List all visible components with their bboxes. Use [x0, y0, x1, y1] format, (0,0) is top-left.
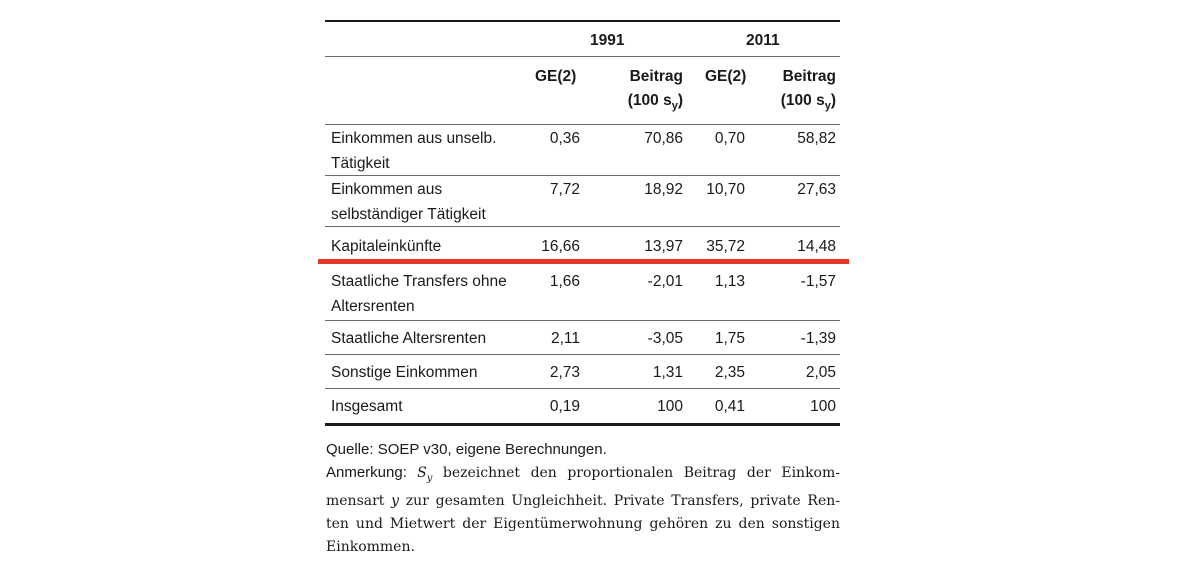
- cell-beitrag-1991: -3,05: [647, 330, 683, 347]
- cell-beitrag-2011: 100: [810, 398, 836, 415]
- year-header-divider: [325, 56, 840, 57]
- remark-line-1: Anmerkung: Sy bezeichnet den proportiona…: [326, 464, 840, 484]
- row-label: Einkommen aus selbständiger Tätigkeit: [331, 181, 486, 223]
- cell-beitrag-2011: 14,48: [797, 238, 836, 255]
- year-header-2011: 2011: [746, 32, 780, 49]
- cell-beitrag-2011: -1,39: [800, 330, 836, 347]
- cell-beitrag-2011: -1,57: [800, 273, 836, 290]
- row-divider: [325, 226, 840, 227]
- row-label: Einkommen aus unselb. Tätigkeit: [331, 130, 497, 172]
- source-note: Quelle: SOEP v30, eigene Berechnungen.: [326, 441, 607, 458]
- year-header-1991: 1991: [590, 32, 625, 49]
- col-header-ge-1991: GE(2): [535, 68, 577, 85]
- cell-ge-2011: 1,75: [714, 330, 745, 347]
- cell-ge-2011: 0,70: [714, 130, 745, 147]
- row-label: Staatliche Transfers ohne Altersrenten: [331, 273, 507, 315]
- cell-ge-2011: 35,72: [706, 238, 745, 255]
- row-label: Insgesamt: [331, 398, 403, 415]
- cell-beitrag-1991: 70,86: [644, 130, 683, 147]
- column-header-divider: [325, 124, 840, 125]
- col-header-beitrag-1991-unit: (100 sy): [627, 92, 683, 113]
- red-highlight-line: [318, 259, 849, 264]
- col-header-beitrag-1991: Beitrag: [629, 68, 683, 85]
- cell-ge-2011: 0,41: [714, 398, 745, 415]
- col-header-ge-2011: GE(2): [705, 68, 747, 85]
- cell-ge-1991: 0,19: [549, 398, 580, 415]
- cell-ge-1991: 1,66: [549, 273, 580, 290]
- cell-ge-2011: 1,13: [714, 273, 745, 290]
- row-label: Kapitaleinkünfte: [331, 238, 442, 255]
- cell-ge-2011: 10,70: [706, 181, 745, 198]
- cell-ge-1991: 2,73: [549, 364, 580, 381]
- col-header-beitrag-2011: Beitrag: [782, 68, 836, 85]
- cell-beitrag-1991: 100: [657, 398, 683, 415]
- remark-line-3: ten und Mietwert der Eigentümerwohnung g…: [326, 515, 840, 532]
- cell-beitrag-1991: 18,92: [644, 181, 683, 198]
- cell-beitrag-1991: -2,01: [647, 273, 683, 290]
- cell-beitrag-1991: 13,97: [644, 238, 683, 255]
- cell-beitrag-2011: 58,82: [797, 130, 836, 147]
- col-header-beitrag-2011-unit: (100 sy): [780, 92, 836, 113]
- cell-ge-1991: 7,72: [549, 181, 580, 198]
- cell-ge-2011: 2,35: [714, 364, 745, 381]
- cell-beitrag-1991: 1,31: [652, 364, 683, 381]
- table-top-rule: [325, 20, 840, 22]
- row-divider: [325, 354, 840, 355]
- table-bottom-rule: [325, 423, 840, 426]
- cell-beitrag-2011: 27,63: [797, 181, 836, 198]
- row-divider: [325, 320, 840, 321]
- remark-line-2: mensart y zur gesamten Ungleichheit. Pri…: [326, 492, 840, 509]
- remark-line-4: Einkommen.: [326, 538, 415, 555]
- row-divider: [325, 388, 840, 389]
- cell-beitrag-2011: 2,05: [805, 364, 836, 381]
- cell-ge-1991: 16,66: [541, 238, 580, 255]
- cell-ge-1991: 0,36: [549, 130, 580, 147]
- table-notes: Quelle: SOEP v30, eigene Berechnungen. A…: [326, 438, 840, 559]
- row-divider: [325, 175, 840, 176]
- row-label: Staatliche Altersrenten: [331, 330, 487, 347]
- cell-ge-1991: 2,11: [550, 330, 580, 347]
- row-label: Sonstige Einkommen: [331, 364, 478, 381]
